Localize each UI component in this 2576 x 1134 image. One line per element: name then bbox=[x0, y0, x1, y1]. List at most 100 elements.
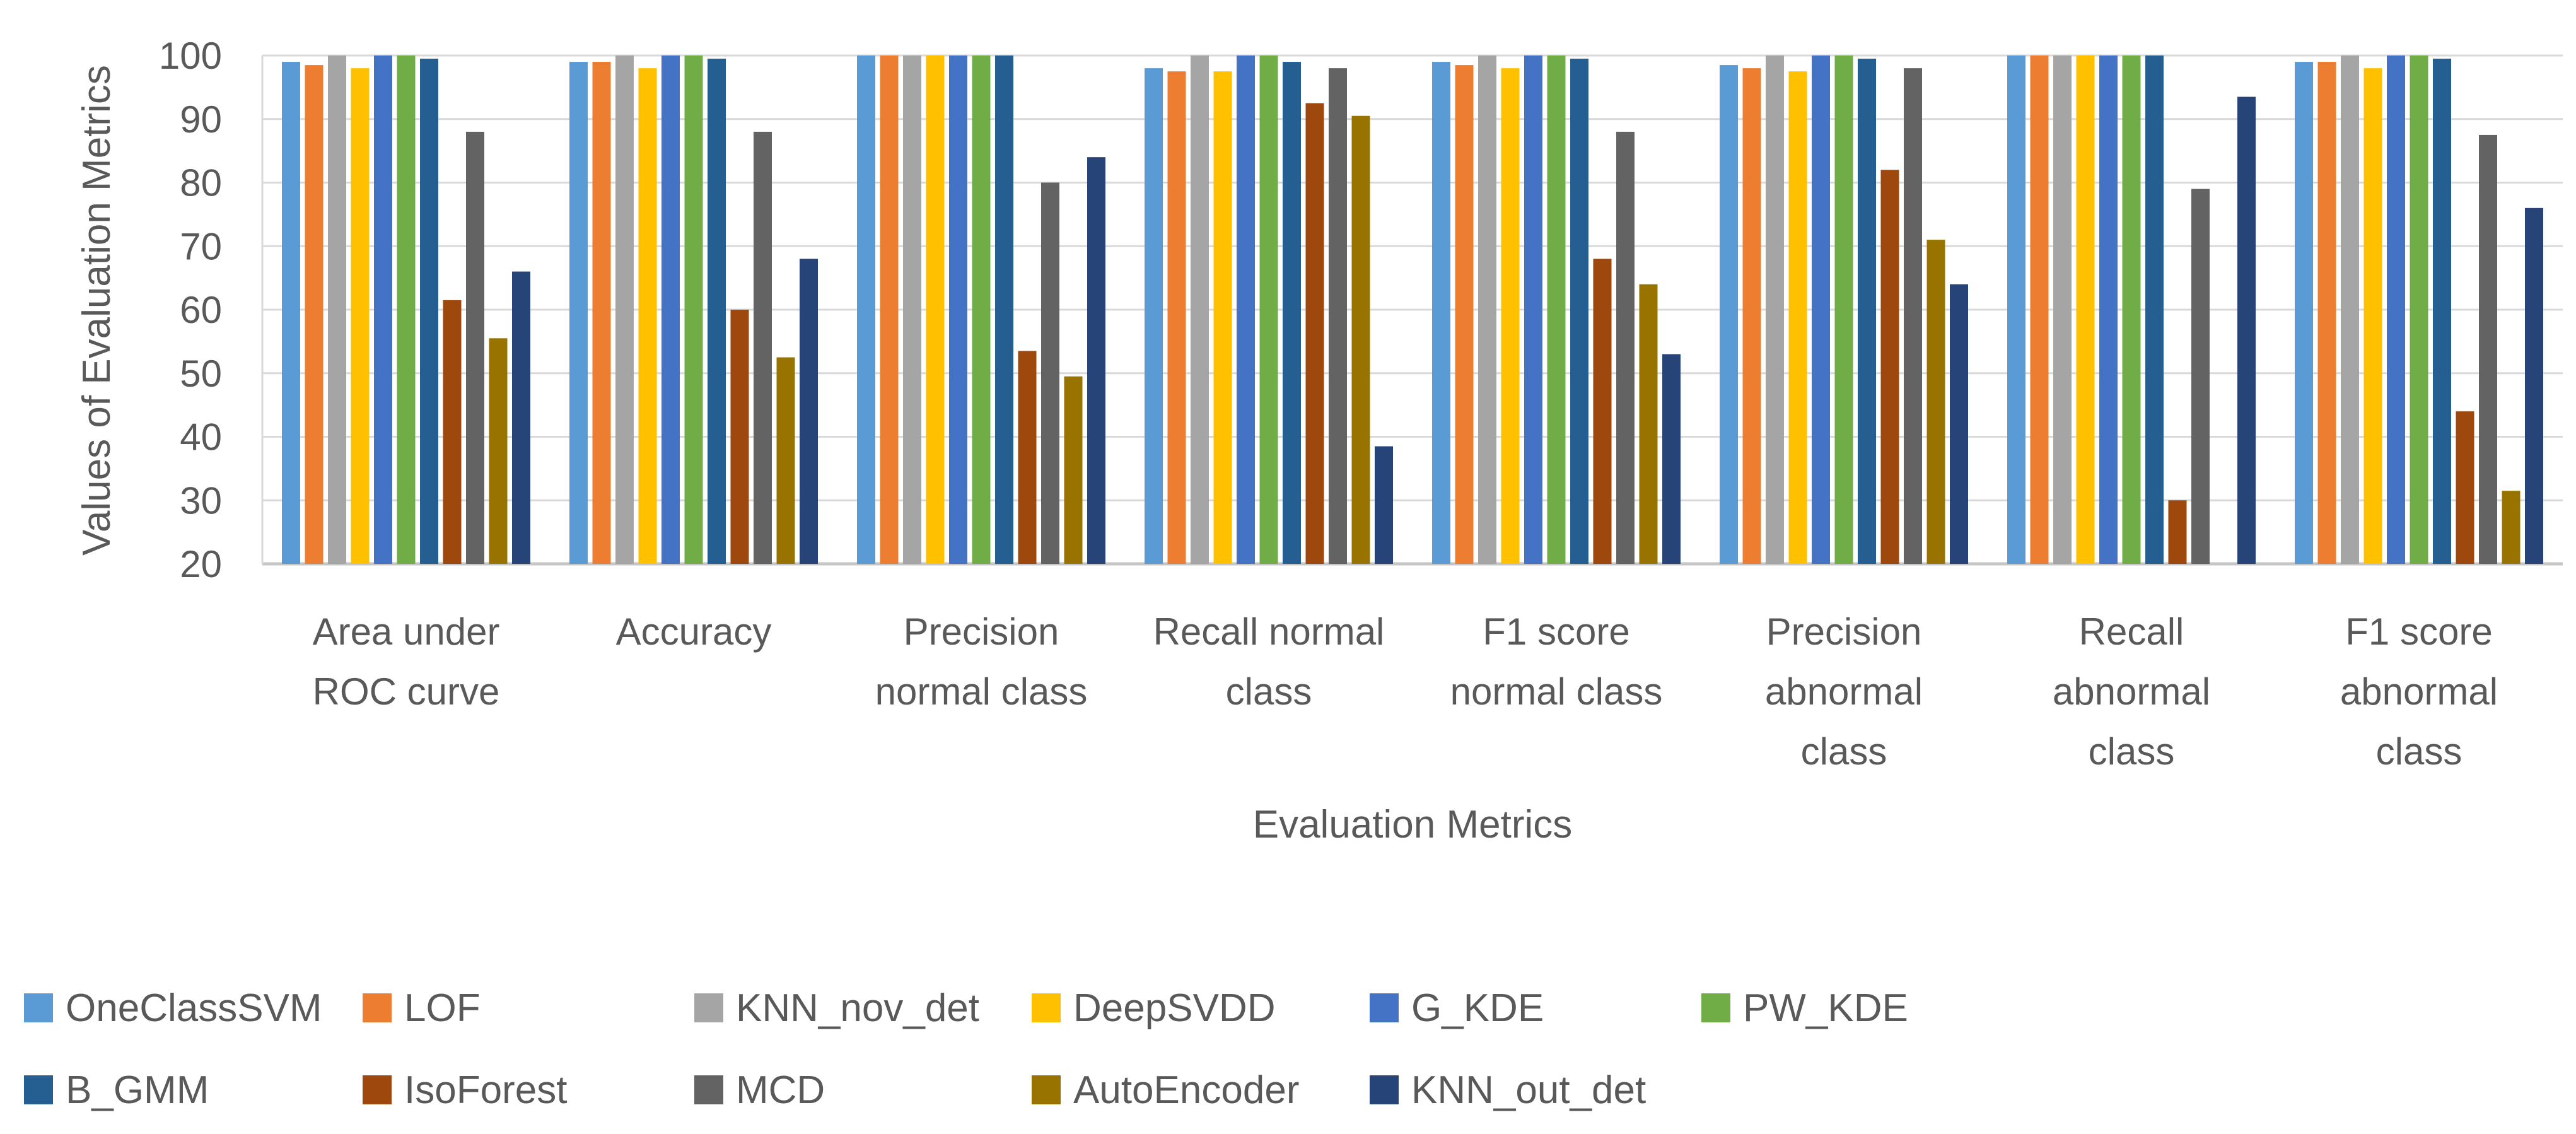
legend-swatch-icon bbox=[1032, 1075, 1061, 1104]
legend-swatch-icon bbox=[24, 1075, 53, 1104]
legend-item-LOF: LOF bbox=[363, 986, 694, 1031]
bar-G_KDE-f1-score-abnormal-class bbox=[2387, 56, 2405, 564]
legend-label: G_KDE bbox=[1411, 986, 1544, 1030]
legend-label: KNN_nov_det bbox=[736, 986, 980, 1030]
plot-area: 100 90 80 70 60 50 40 30 20 Area under ROC curve Ac… bbox=[159, 35, 2563, 773]
bar-OneClassSVM-recall-abnormal-class bbox=[2007, 56, 2025, 564]
bar-B_GMM-recall-normal-class bbox=[1283, 62, 1301, 564]
bar-OneClassSVM-precision-normal-class bbox=[857, 56, 875, 564]
legend-label: LOF bbox=[404, 986, 481, 1030]
legend-item-PW_KDE: PW_KDE bbox=[1701, 986, 2042, 1031]
bar-MCD-area-under-roc-curve bbox=[466, 131, 484, 564]
bar-IsoForest-precision-abnormal-class bbox=[1880, 170, 1899, 564]
legend-label: IsoForest bbox=[404, 1068, 568, 1112]
bar-IsoForest-accuracy bbox=[730, 310, 749, 564]
bar-G_KDE-recall-normal-class bbox=[1237, 56, 1255, 564]
legend-swatch-icon bbox=[1370, 993, 1399, 1022]
x-category-label: Precision normal class bbox=[875, 611, 1088, 713]
bar-AutoEncoder-recall-normal-class bbox=[1351, 115, 1370, 564]
bar-KNN_nov_det-f1-score-normal-class bbox=[1478, 56, 1496, 564]
bar-B_GMM-area-under-roc-curve bbox=[420, 59, 438, 564]
bar-LOF-recall-normal-class bbox=[1167, 71, 1186, 564]
bar-B_GMM-f1-score-normal-class bbox=[1570, 59, 1588, 564]
legend-row: B_GMM IsoForest MCD AutoEncoder KNN_out_det bbox=[24, 1061, 2546, 1118]
bar-AutoEncoder-f1-score-abnormal-class bbox=[2502, 491, 2521, 564]
bar-DeepSVDD-f1-score-abnormal-class bbox=[2363, 68, 2382, 564]
bar-B_GMM-precision-normal-class bbox=[995, 56, 1013, 564]
bar-G_KDE-accuracy bbox=[661, 56, 680, 564]
chart-legend: OneClassSVM LOF KNN_nov_det DeepSVDD G_KDE PW… bbox=[24, 979, 2546, 1134]
legend-label: OneClassSVM bbox=[66, 986, 322, 1030]
bar-MCD-f1-score-normal-class bbox=[1616, 131, 1635, 564]
bar-OneClassSVM-f1-score-normal-class bbox=[1432, 62, 1450, 564]
bar-KNN_out_det-recall-abnormal-class bbox=[2237, 96, 2256, 564]
bar-G_KDE-area-under-roc-curve bbox=[374, 56, 392, 564]
bar-LOF-f1-score-normal-class bbox=[1455, 65, 1474, 564]
bar-PW_KDE-accuracy bbox=[684, 56, 703, 564]
bar-KNN_nov_det-recall-abnormal-class bbox=[2053, 56, 2072, 564]
bar-B_GMM-recall-abnormal-class bbox=[2145, 56, 2164, 564]
bar-PW_KDE-recall-abnormal-class bbox=[2122, 56, 2141, 564]
bar-G_KDE-recall-abnormal-class bbox=[2099, 56, 2118, 564]
x-category-label: F1 score normal class bbox=[1450, 611, 1663, 713]
bar-MCD-accuracy bbox=[754, 131, 772, 564]
legend-item-AutoEncoder: AutoEncoder bbox=[1032, 1068, 1370, 1113]
bar-LOF-accuracy bbox=[592, 62, 611, 564]
bar-MCD-f1-score-abnormal-class bbox=[2479, 134, 2497, 564]
bar-B_GMM-accuracy bbox=[708, 59, 726, 564]
bar-PW_KDE-recall-normal-class bbox=[1259, 56, 1278, 564]
bar-LOF-precision-abnormal-class bbox=[1742, 68, 1761, 564]
legend-swatch-icon bbox=[24, 993, 53, 1022]
legend-swatch-icon bbox=[1032, 993, 1061, 1022]
bar-KNN_nov_det-precision-abnormal-class bbox=[1766, 56, 1784, 564]
bar-PW_KDE-precision-abnormal-class bbox=[1834, 56, 1853, 564]
bar-AutoEncoder-accuracy bbox=[776, 357, 795, 564]
bar-PW_KDE-precision-normal-class bbox=[972, 56, 991, 564]
bar-G_KDE-precision-abnormal-class bbox=[1812, 56, 1830, 564]
legend-swatch-icon bbox=[1370, 1075, 1399, 1104]
x-category-label: Accuracy bbox=[616, 611, 772, 653]
bar-MCD-precision-normal-class bbox=[1041, 182, 1059, 564]
bar-AutoEncoder-precision-normal-class bbox=[1064, 376, 1083, 564]
legend-label: PW_KDE bbox=[1743, 986, 1908, 1030]
bar-OneClassSVM-area-under-roc-curve bbox=[282, 62, 300, 564]
bar-PW_KDE-f1-score-abnormal-class bbox=[2410, 56, 2428, 564]
y-tick-label: 40 bbox=[180, 416, 222, 459]
y-tick-label: 90 bbox=[180, 98, 222, 141]
bar-DeepSVDD-recall-normal-class bbox=[1213, 71, 1232, 564]
bar-KNN_nov_det-area-under-roc-curve bbox=[328, 56, 346, 564]
legend-label: AutoEncoder bbox=[1073, 1068, 1300, 1112]
legend-item-OneClassSVM: OneClassSVM bbox=[24, 986, 363, 1031]
legend-item-DeepSVDD: DeepSVDD bbox=[1032, 986, 1370, 1031]
y-tick-label: 100 bbox=[159, 35, 222, 77]
bar-DeepSVDD-precision-normal-class bbox=[926, 56, 945, 564]
bar-KNN_out_det-area-under-roc-curve bbox=[512, 271, 530, 564]
bar-IsoForest-area-under-roc-curve bbox=[443, 300, 462, 564]
bar-KNN_nov_det-recall-normal-class bbox=[1191, 56, 1209, 564]
legend-label: MCD bbox=[736, 1068, 825, 1112]
bar-IsoForest-f1-score-normal-class bbox=[1593, 259, 1612, 564]
bar-DeepSVDD-precision-abnormal-class bbox=[1788, 71, 1807, 564]
bar-DeepSVDD-recall-abnormal-class bbox=[2076, 56, 2095, 564]
bar-OneClassSVM-precision-abnormal-class bbox=[1720, 65, 1738, 564]
bar-AutoEncoder-f1-score-normal-class bbox=[1639, 284, 1658, 564]
bar-IsoForest-recall-abnormal-class bbox=[2168, 500, 2187, 564]
bar-DeepSVDD-area-under-roc-curve bbox=[351, 68, 370, 564]
x-category-label: Recall normal class bbox=[1153, 611, 1385, 713]
legend-swatch-icon bbox=[363, 993, 392, 1022]
bar-KNN_out_det-recall-normal-class bbox=[1375, 446, 1393, 564]
bar-LOF-recall-abnormal-class bbox=[2030, 56, 2049, 564]
bar-KNN_out_det-precision-abnormal-class bbox=[1950, 284, 1968, 564]
legend-item-B_GMM: B_GMM bbox=[24, 1068, 363, 1113]
y-tick-label: 80 bbox=[180, 162, 222, 204]
bar-OneClassSVM-recall-normal-class bbox=[1145, 68, 1163, 564]
legend-row: OneClassSVM LOF KNN_nov_det DeepSVDD G_KDE PW… bbox=[24, 979, 2546, 1036]
x-category-label: Precision abnormal class bbox=[1765, 611, 1923, 773]
x-category-label: Recall abnormal class bbox=[2053, 611, 2210, 773]
legend-item-MCD: MCD bbox=[694, 1068, 1032, 1113]
x-category-label: F1 score abnormal class bbox=[2340, 611, 2498, 773]
bar-LOF-f1-score-abnormal-class bbox=[2317, 62, 2336, 564]
y-tick-label: 50 bbox=[180, 353, 222, 395]
legend-item-KNN_out_det: KNN_out_det bbox=[1370, 1068, 1701, 1113]
